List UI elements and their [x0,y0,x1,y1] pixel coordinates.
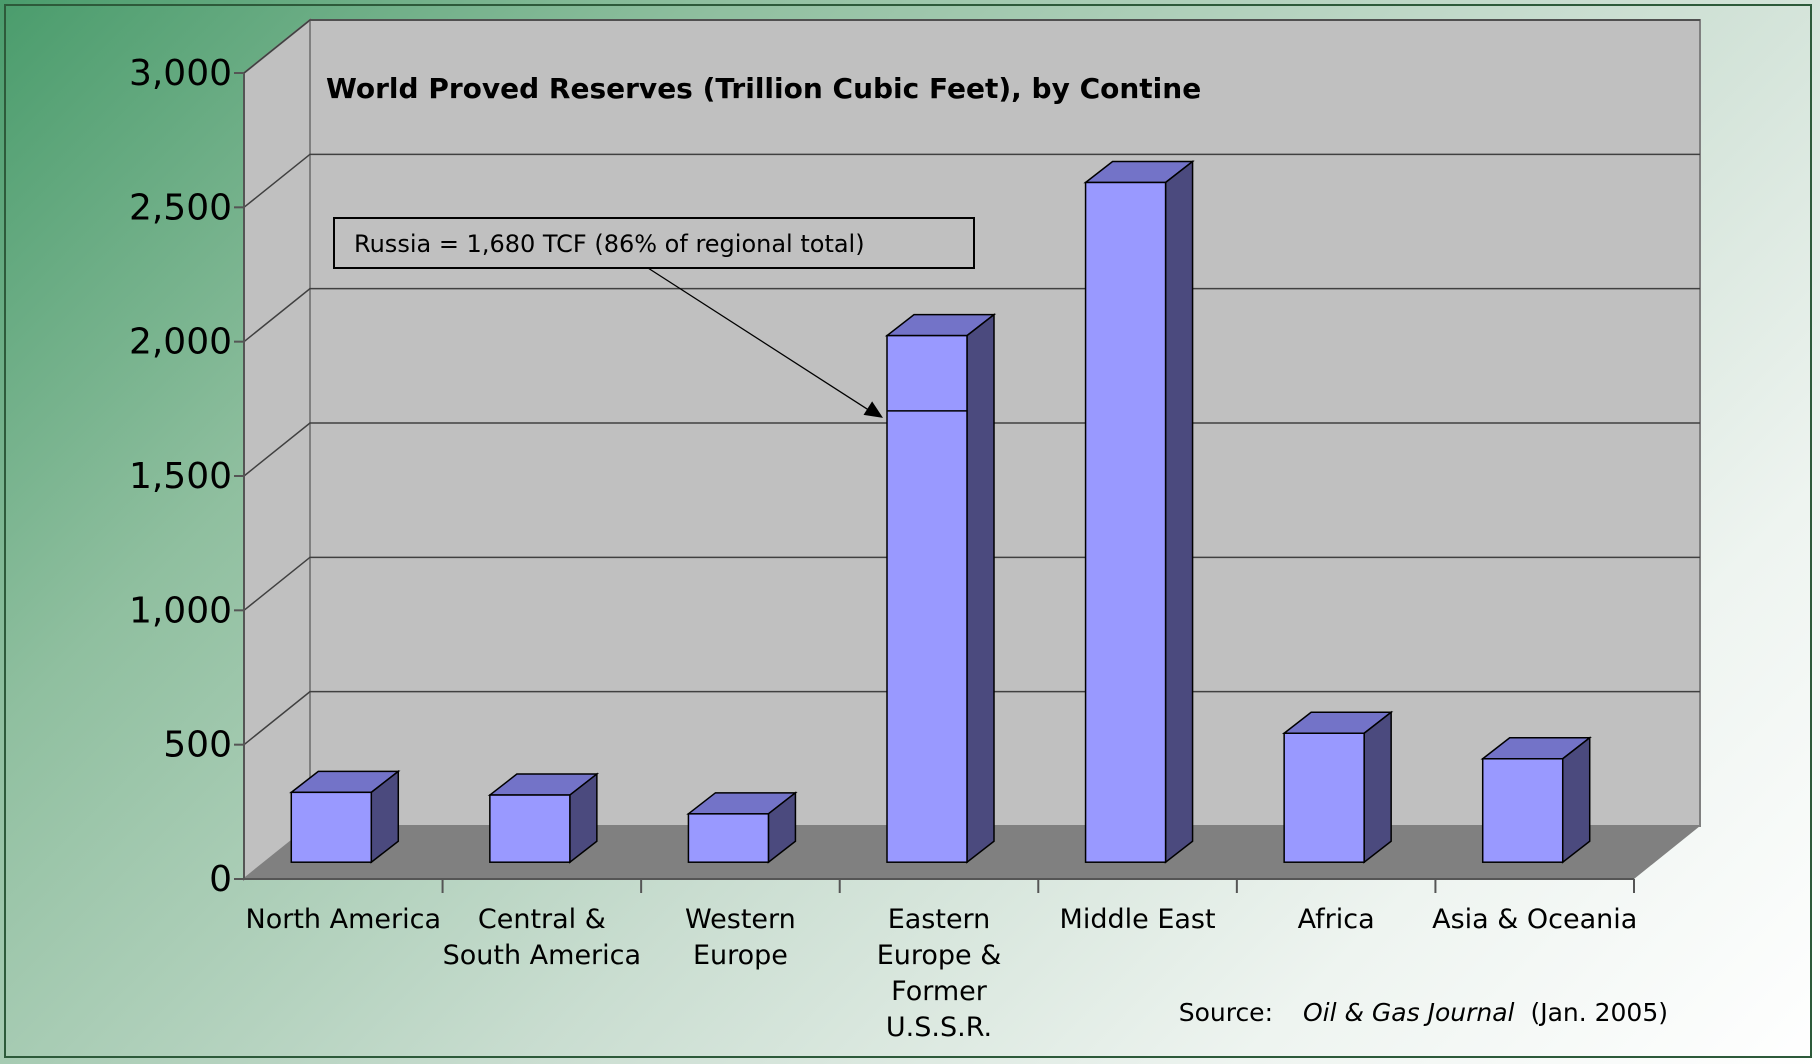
chart-title: World Proved Reserves (Trillion Cubic Fe… [326,72,1201,105]
annotation-arrow-line [647,267,874,414]
bar [884,313,997,864]
bar [289,769,401,864]
bar-front [1084,181,1167,863]
bars [289,159,1592,864]
bar-front [886,334,968,863]
y-tick-label: 3,000 [129,53,232,94]
y-tick-label: 0 [209,859,232,900]
x-tick-labels: North America Central & South America Weste… [246,904,1638,1043]
y-tick-label: 1,000 [129,590,232,631]
bar-front [489,794,571,863]
bar-front [290,791,373,863]
bar-front [1283,732,1365,863]
x-tick-label: Central & South America [443,904,641,971]
x-tick-label: Eastern Europe & Former U.S.S.R. [877,904,1002,1043]
chart-axes [234,72,1635,893]
x-tick-label: North America [246,904,441,935]
bar [1281,710,1394,864]
source-prefix: Source: [1179,998,1273,1027]
gridline [243,153,1700,208]
gridline [243,287,1700,343]
gridline [243,556,1700,611]
x-tick-label: Western Europe [685,904,796,971]
gridline [243,690,1700,746]
source-note: Source: Oil & Gas Journal (Jan. 2005) [1179,998,1668,1027]
bar-side [1561,736,1591,864]
gridline [243,422,1700,477]
y-tick-label: 500 [163,725,232,766]
bar-front [1481,758,1564,863]
chart-gridlines [243,19,1700,746]
x-tick-label: Africa [1298,904,1375,935]
source-suffix: (Jan. 2005) [1530,998,1668,1027]
x-tick-label: Asia & Oceania [1432,904,1637,935]
y-tick-label: 2,000 [129,322,232,363]
gridline [243,19,1700,74]
y-tick-labels: 0 500 1,000 1,500 2,000 2,500 3,000 [129,53,232,900]
y-tick-label: 1,500 [129,456,232,497]
bar [1083,159,1195,864]
bar [1480,736,1592,864]
slide-frame [4,4,1812,1058]
bar [686,791,798,864]
bar-side [966,313,995,864]
x-tick-label: Middle East [1060,904,1216,935]
bar-side [1164,159,1194,864]
annotation-text: Russia = 1,680 TCF (86% of regional tota… [354,230,865,258]
annotation-arrow-head [863,401,883,418]
y-tick-label: 2,500 [129,187,232,228]
bar-front [687,813,770,863]
bar-side [1363,710,1392,864]
bar [487,772,600,864]
source-publication: Oil & Gas Journal [1303,998,1515,1027]
annotation-box [333,217,975,269]
annotation: Russia = 1,680 TCF (86% of regional tota… [333,217,975,418]
